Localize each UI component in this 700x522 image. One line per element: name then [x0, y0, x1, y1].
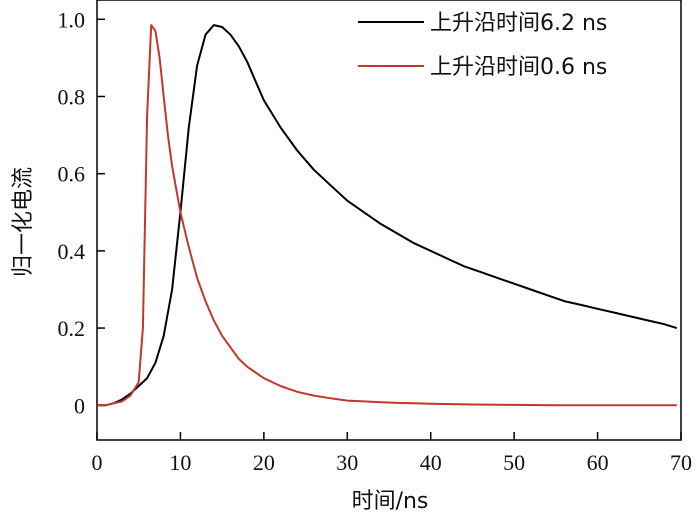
- y-axis-title: 归一化电流: [11, 167, 36, 277]
- series-line-1: [97, 24, 678, 407]
- x-tick-label: 0: [92, 450, 103, 475]
- x-tick-label: 30: [336, 450, 358, 475]
- legend-label-series-1: 上升沿时间6.2 ns: [430, 11, 607, 36]
- y-tick-label: 0.4: [58, 239, 86, 264]
- x-axis-title: 时间/ns: [352, 489, 429, 514]
- y-tick-label: 0.8: [58, 84, 86, 109]
- series-layer: [97, 24, 678, 407]
- x-tick-label: 20: [253, 450, 275, 475]
- x-tick-label: 10: [169, 450, 191, 475]
- y-tick-label: 1.0: [58, 7, 86, 32]
- y-axis: 0 0.2 0.4 0.6 0.8 1.0: [58, 7, 105, 418]
- x-tick-label: 40: [420, 450, 442, 475]
- plot-frame: [96, 0, 682, 441]
- x-tick-label: 70: [670, 450, 692, 475]
- legend-label-series-2: 上升沿时间0.6 ns: [430, 55, 607, 80]
- x-tick-label: 60: [587, 450, 609, 475]
- series-line-2: [97, 24, 677, 407]
- y-tick-label: 0.2: [58, 316, 86, 341]
- legend: 上升沿时间6.2 ns 上升沿时间0.6 ns: [358, 11, 607, 80]
- y-tick-label: 0: [74, 393, 85, 418]
- x-axis: 0 10 20 30 40 50 60 70: [92, 432, 692, 475]
- x-tick-label: 50: [503, 450, 525, 475]
- y-tick-label: 0.6: [58, 162, 86, 187]
